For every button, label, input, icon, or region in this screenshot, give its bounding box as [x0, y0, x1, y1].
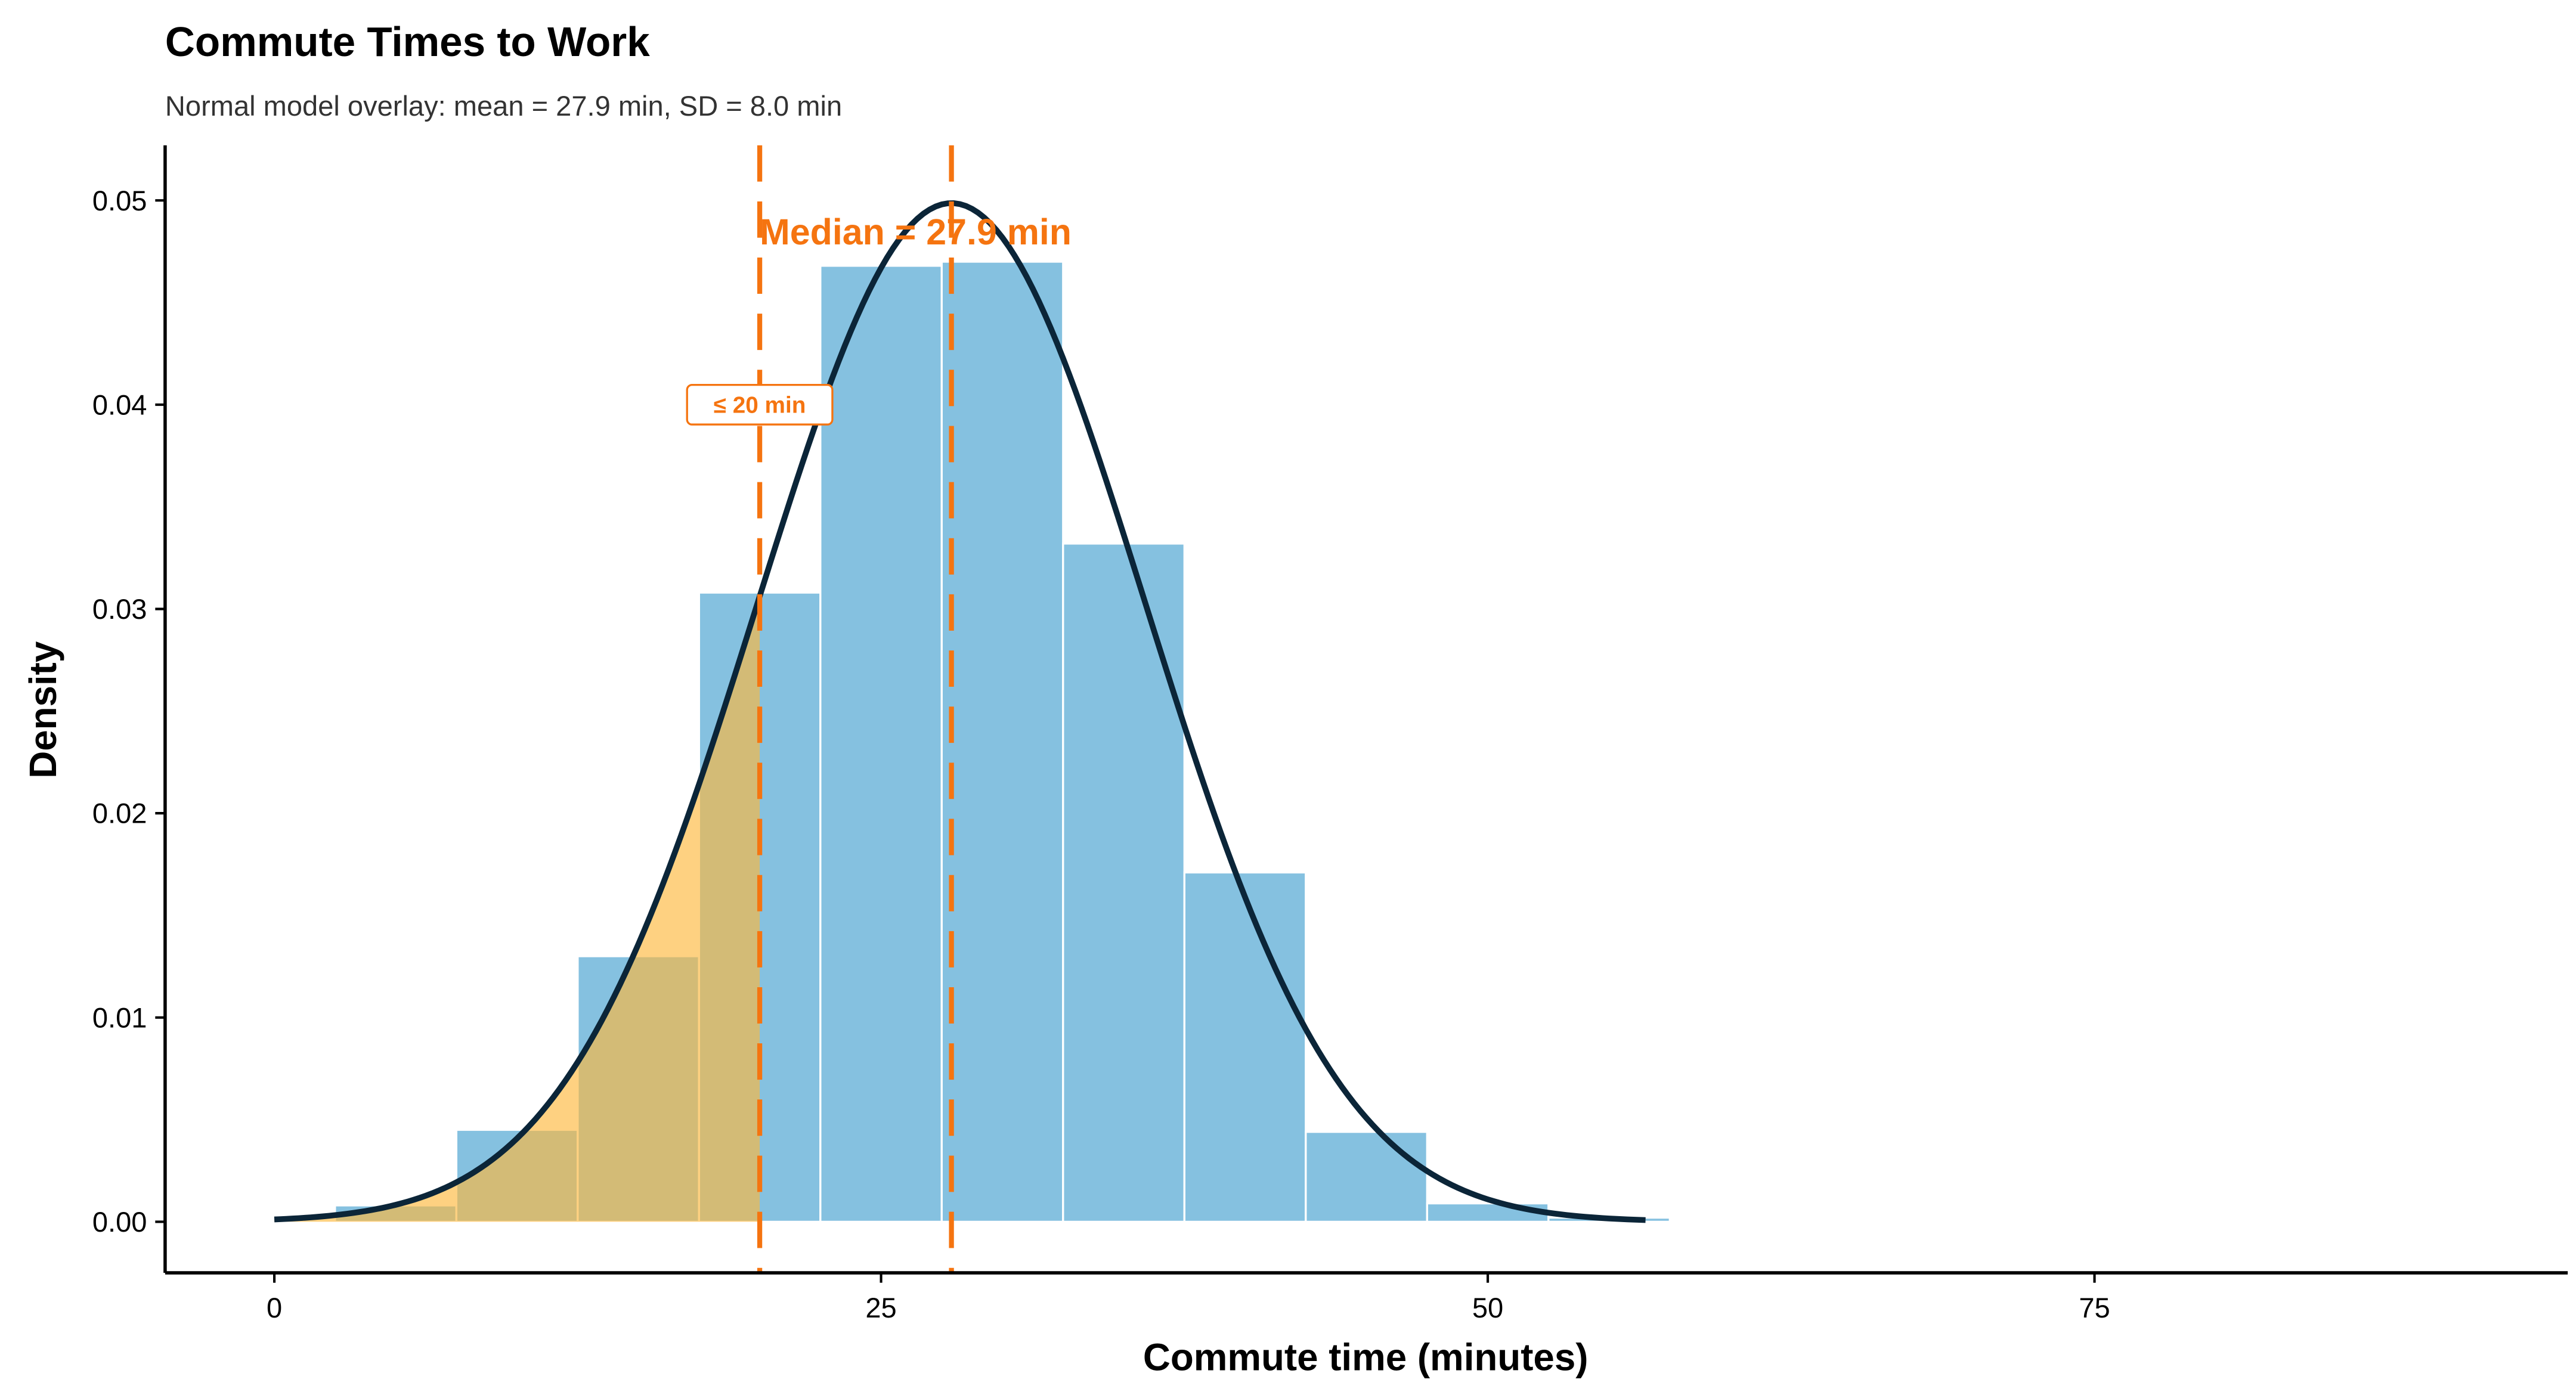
x-tick-label: 0 [267, 1292, 282, 1323]
y-tick-label: 0.05 [92, 185, 147, 216]
histogram-bar [1183, 871, 1307, 1223]
histogram-bar [1426, 1202, 1550, 1223]
histogram-bar [1305, 1130, 1428, 1223]
x-axis-label: Commute time (minutes) [1143, 1336, 1589, 1378]
chart-subtitle: Normal model overlay: mean = 27.9 min, S… [165, 90, 842, 122]
chart-title: Commute Times to Work [165, 18, 650, 65]
threshold-label-box [686, 383, 834, 426]
y-tick-label: 0.02 [92, 798, 147, 829]
x-tick-label: 75 [2079, 1292, 2110, 1323]
histogram-bar [1062, 542, 1185, 1223]
x-tick-label: 25 [865, 1292, 896, 1323]
shaded-area-under-curve [274, 596, 760, 1222]
threshold-label: ≤ 20 min [714, 393, 806, 418]
y-tick-label: 0.04 [92, 389, 147, 420]
histogram-bar [819, 265, 943, 1223]
histogram-bar [940, 261, 1064, 1223]
y-tick-label: 0.01 [92, 1002, 147, 1033]
median-label: Median = 27.9 min [760, 212, 1072, 252]
normal-curve-line [274, 200, 1646, 1223]
y-tick-label: 0.00 [92, 1206, 147, 1238]
x-tick-label: 50 [1472, 1292, 1503, 1323]
y-axis-label: Density [22, 641, 64, 779]
y-tick-label: 0.03 [92, 593, 147, 625]
